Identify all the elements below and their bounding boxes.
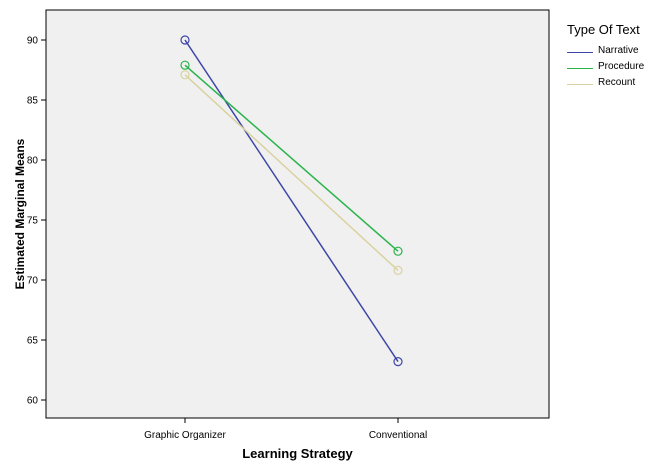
y-tick-label: 70 (27, 276, 39, 287)
legend-item-narrative: Narrative (567, 45, 640, 61)
legend-label-narrative: Narrative (598, 45, 639, 56)
data-point-procedure (180, 60, 190, 70)
data-point-recount (393, 265, 403, 275)
x-axis: Graphic Organizer Conventional (144, 418, 427, 441)
legend-label-recount: Recount (598, 77, 636, 88)
series-line-recount (184, 74, 399, 271)
y-tick-label: 85 (27, 96, 39, 107)
legend: Type Of Text Narrative Procedure Recount (567, 22, 644, 93)
legend-item-procedure: Procedure (567, 61, 644, 77)
y-tick-label: 90 (27, 36, 39, 47)
legend-swatch-recount (567, 84, 593, 85)
series-recount (180, 70, 403, 275)
legend-title: Type Of Text (567, 22, 640, 37)
series-line-procedure (184, 64, 399, 252)
series-narrative (180, 35, 403, 367)
x-tick-label: Graphic Organizer (144, 430, 226, 441)
data-point-narrative (180, 35, 190, 45)
data-point-procedure (393, 246, 403, 256)
y-tick-label: 75 (27, 216, 39, 227)
y-axis-title: Estimated Marginal Means (13, 138, 27, 289)
data-point-recount (180, 70, 190, 80)
y-tick-label: 80 (27, 156, 39, 167)
legend-item-recount: Recount (567, 77, 640, 93)
series-layer (180, 35, 403, 367)
x-tick-label: Conventional (369, 430, 427, 441)
y-axis: 60 65 70 75 80 85 90 (27, 36, 46, 407)
legend-label-procedure: Procedure (598, 61, 645, 72)
legend-swatch-narrative (567, 52, 593, 53)
x-axis-title: Learning Strategy (242, 446, 353, 461)
y-tick-label: 60 (27, 396, 39, 407)
plot-area (45, 9, 550, 419)
series-procedure (180, 60, 403, 256)
series-line-narrative (184, 39, 399, 363)
y-tick-label: 65 (27, 336, 39, 347)
legend-swatch-procedure (567, 68, 593, 69)
data-point-narrative (393, 357, 403, 367)
